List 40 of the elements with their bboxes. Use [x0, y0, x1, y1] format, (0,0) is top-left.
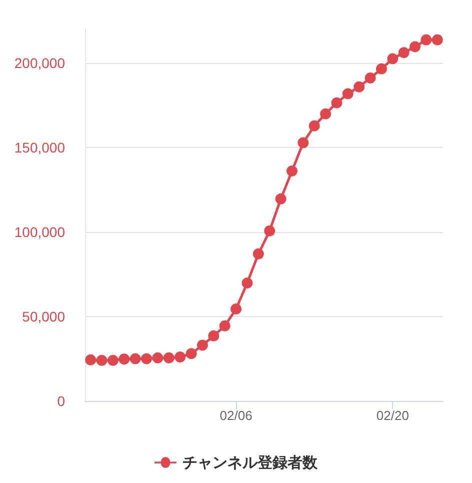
point	[410, 41, 421, 52]
point	[354, 81, 365, 92]
point	[85, 354, 96, 366]
point	[398, 47, 410, 58]
point	[107, 354, 118, 366]
point	[387, 53, 398, 64]
point	[264, 225, 276, 236]
point	[342, 88, 354, 100]
point	[96, 354, 108, 366]
y-tick-label: 50,000	[22, 308, 66, 324]
y-tick-label: 150,000	[14, 139, 66, 156]
point	[118, 354, 130, 365]
point	[376, 63, 387, 74]
x-tick-label: 02/20	[376, 408, 409, 423]
point	[219, 320, 230, 332]
y-tick-label: 200,000	[14, 54, 66, 71]
point	[331, 97, 342, 108]
legend-label: チャンネル登録者数	[182, 454, 318, 472]
point	[298, 137, 309, 148]
point	[141, 353, 152, 364]
x-tick-label: 02/06	[220, 408, 252, 423]
y-tick-label: 100,000	[14, 224, 66, 240]
point	[130, 353, 141, 364]
point	[420, 34, 432, 46]
point	[174, 352, 186, 363]
point	[163, 352, 174, 364]
point	[208, 330, 220, 342]
point	[230, 304, 242, 315]
point	[196, 340, 208, 351]
point	[308, 120, 320, 132]
point	[275, 193, 286, 204]
point	[320, 108, 332, 120]
point	[286, 166, 298, 177]
point	[364, 72, 376, 84]
point	[242, 277, 253, 288]
point	[432, 34, 443, 46]
y-tick-label: 0	[57, 393, 66, 409]
point	[152, 352, 164, 364]
point	[252, 248, 264, 260]
point	[186, 348, 197, 360]
